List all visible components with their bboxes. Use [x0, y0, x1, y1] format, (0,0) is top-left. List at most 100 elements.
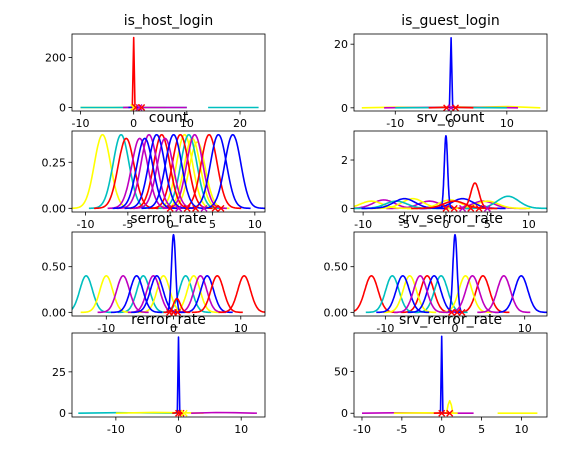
x-marker: [183, 204, 191, 212]
x-tick-label: 0: [438, 423, 445, 436]
x-tick-label: -5: [399, 218, 410, 231]
y-tick-label: 0: [341, 202, 348, 215]
x-marker: [166, 204, 174, 212]
x-marker: [438, 409, 446, 417]
x-tick-label: 0: [167, 218, 174, 231]
series-line: [191, 275, 243, 314]
series-line: [132, 137, 198, 210]
y-tick-label: 50: [334, 365, 348, 378]
x-tick-label: 10: [234, 322, 248, 335]
x-tick-label: 10: [248, 218, 262, 231]
x-marker: [211, 204, 219, 212]
plot-area: [72, 233, 265, 316]
subplot-title: srv_count: [417, 110, 485, 126]
x-tick-label: -10: [77, 218, 95, 231]
x-tick-label: 5: [484, 218, 491, 231]
subplot-6: -10 0 10 0.00 0.50 srv_serror_rate: [324, 211, 548, 335]
x-marker: [458, 308, 466, 316]
y-tick-label: 0: [341, 407, 348, 420]
y-tick-label: 200: [45, 52, 66, 65]
x-tick-label: 0: [170, 322, 177, 335]
x-tick-label: -10: [376, 322, 394, 335]
axes-frame: [353, 130, 548, 213]
series-line: [365, 275, 419, 314]
series-line: [445, 275, 500, 314]
series-line: [80, 275, 132, 314]
series-line: [107, 137, 172, 210]
subplot-5: -10 0 10 0.00 0.50 serror_rate: [42, 211, 266, 335]
y-tick-label: 0.00: [42, 306, 67, 319]
axes-frame: [353, 231, 548, 317]
series-line: [439, 335, 444, 414]
series-line: [131, 36, 136, 108]
series-line: [448, 37, 454, 108]
x-tick-label: 10: [180, 117, 194, 130]
series-line: [383, 275, 437, 314]
series-line: [176, 336, 181, 414]
x-marker: [174, 308, 182, 316]
x-marker: [175, 409, 183, 417]
series-line: [112, 137, 177, 210]
x-marker: [200, 204, 208, 212]
x-tick-label: 20: [233, 117, 247, 130]
axes-frame: [353, 332, 548, 418]
x-marker: [467, 204, 475, 212]
plot-area: [354, 135, 547, 212]
series-line: [445, 399, 454, 414]
x-marker: [450, 204, 458, 212]
x-marker: [135, 104, 143, 111]
series-line: [115, 411, 204, 414]
subplot-8: -10 -5 0 5 10 0 50 srv_rerror_rate: [334, 312, 548, 436]
x-tick-label: -10: [72, 117, 90, 130]
series-line: [200, 133, 265, 210]
series-line: [163, 297, 191, 314]
series-line: [191, 411, 257, 414]
y-tick-label: 0.50: [42, 261, 67, 274]
x-marker: [217, 204, 225, 212]
subplot-4: -10 -5 0 5 10 0 2 srv_count: [341, 110, 548, 231]
axes-frame: [353, 33, 548, 112]
x-marker: [138, 104, 146, 111]
x-marker: [175, 204, 183, 212]
plot-area: [354, 233, 547, 316]
subplot-title: srv_rerror_rate: [399, 312, 502, 328]
x-tick-label: -5: [122, 218, 133, 231]
x-tick-label: -5: [396, 423, 407, 436]
series-line: [129, 133, 194, 210]
subplot-7: -10 0 10 0 25 rerror_rate: [52, 312, 266, 436]
series-line: [376, 275, 430, 314]
subplot-title: is_host_login: [124, 13, 214, 29]
series-line: [494, 275, 547, 314]
y-tick-label: 20: [334, 38, 348, 51]
x-marker: [459, 204, 467, 212]
plot-area: [72, 133, 265, 212]
x-marker: [180, 409, 188, 417]
x-tick-label: -10: [353, 423, 371, 436]
y-tick-label: 0: [341, 102, 348, 115]
plot-area: [78, 336, 257, 417]
x-marker: [452, 104, 460, 111]
x-tick-label: 5: [209, 218, 216, 231]
series-line: [110, 275, 163, 314]
y-tick-label: 0.00: [324, 306, 349, 319]
x-tick-label: 0: [175, 423, 182, 436]
series-line: [141, 133, 206, 210]
x-tick-label: 10: [514, 423, 528, 436]
x-marker: [448, 308, 456, 316]
subplot-title: count: [149, 110, 189, 126]
x-tick-label: 10: [518, 322, 532, 335]
x-marker: [483, 204, 491, 212]
x-tick-label: -10: [386, 117, 404, 130]
x-tick-label: 0: [130, 117, 137, 130]
y-tick-label: 2: [341, 154, 348, 167]
x-tick-label: 0: [442, 218, 449, 231]
series-line: [411, 200, 498, 210]
subplot-3: -10 -5 0 5 10 0.00 0.25 count: [42, 110, 266, 231]
series-line: [116, 133, 182, 210]
x-marker: [192, 204, 200, 212]
y-tick-label: 0.50: [324, 261, 349, 274]
x-tick-label: 0: [448, 117, 455, 130]
plot-area: [80, 36, 259, 111]
x-tick-label: -10: [107, 423, 125, 436]
axes-frame: [71, 231, 266, 317]
